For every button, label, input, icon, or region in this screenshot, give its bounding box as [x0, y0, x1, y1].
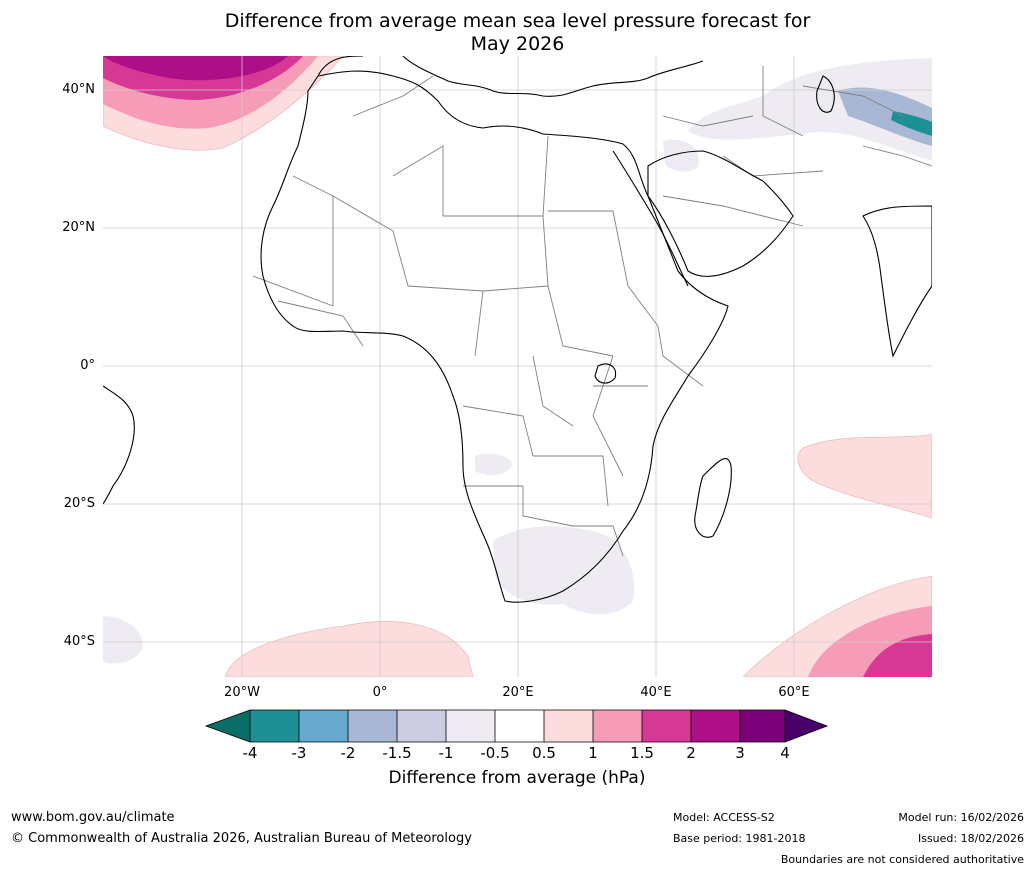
anomaly-lavender-sw: [103, 616, 143, 664]
title-line-1: Difference from average mean sea level p…: [224, 10, 811, 32]
lon-label-40e: 40°E: [640, 685, 672, 700]
colorbar-tick: 0.5: [532, 744, 556, 762]
south-america-coast: [103, 385, 135, 505]
colorbar-segment: [446, 710, 495, 742]
colorbar-tick: 3: [735, 744, 745, 762]
colorbar-max-arrow: [785, 710, 827, 742]
anomaly-middle-east: [663, 58, 932, 172]
coastlines: [103, 56, 932, 603]
colorbar-segment: [495, 710, 544, 742]
colorbar-tick: -1.5: [382, 744, 412, 762]
colorbar-tick: -1: [438, 744, 454, 762]
anomaly-lavender-small: [475, 453, 513, 476]
anomaly-southern-africa: [103, 453, 635, 664]
colorbar-label: Difference from average (hPa): [388, 768, 646, 788]
colorbar-tick: -0.5: [480, 744, 510, 762]
anomaly-south-indian-ocean: [742, 433, 932, 677]
arabia-coast: [647, 150, 794, 277]
footer-base-period: Base period: 1981-2018: [673, 832, 806, 845]
colorbar-segment: [250, 710, 299, 742]
anomaly-pink-light: [797, 433, 932, 519]
red-sea-coast: [612, 150, 689, 287]
anomaly-blue-grey: [838, 87, 932, 146]
lon-label-60e: 60°E: [778, 685, 810, 700]
india-coast: [862, 205, 932, 358]
lat-label-20s: 20°S: [63, 496, 95, 511]
footer-copyright: © Commonwealth of Australia 2026, Austra…: [11, 831, 472, 846]
footer-url: www.bom.gov.au/climate: [11, 810, 175, 825]
colorbar-tick: 4: [780, 744, 790, 762]
caspian-coast: [816, 75, 835, 113]
country-borders: [252, 66, 932, 557]
europe-coast: [317, 56, 704, 97]
lon-label-20w: 20°W: [224, 685, 260, 700]
anomaly-lavender: [493, 526, 635, 615]
chart-title: Difference from average mean sea level p…: [103, 10, 932, 56]
colorbar-tick: -3: [291, 744, 307, 762]
lon-label-20e: 20°E: [502, 685, 534, 700]
madagascar-coast: [694, 458, 732, 538]
colorbar-segment: [593, 710, 642, 742]
anomaly-lavender: [688, 58, 932, 161]
colorbar-segment: [691, 710, 740, 742]
colorbar-tick: 1: [588, 744, 598, 762]
colorbar-tick: -4: [242, 744, 258, 762]
colorbar-segment: [642, 710, 691, 742]
anomaly-lavender-small: [663, 139, 699, 172]
anomaly-south-atlantic-pink: [224, 621, 474, 677]
footer-boundaries: Boundaries are not considered authoritat…: [780, 853, 1024, 866]
colorbar-min-arrow: [205, 710, 250, 742]
colorbar-segment: [299, 710, 348, 742]
graticule: [103, 56, 932, 677]
colorbar-tick: 1.5: [630, 744, 654, 762]
colorbar-segment: [397, 710, 446, 742]
lake-victoria: [594, 363, 617, 384]
anomaly-northwest-atlantic: [103, 56, 344, 151]
lat-label-equator: 0°: [80, 358, 95, 373]
colorbar-dividers: [249, 710, 786, 742]
colorbar-tick: -2: [340, 744, 356, 762]
colorbar-segment: [544, 710, 593, 742]
colorbar-segment: [740, 710, 785, 742]
lon-label-0: 0°: [372, 685, 388, 700]
africa-coast: [260, 70, 729, 603]
lat-label-40n: 40°N: [62, 82, 95, 97]
colorbar: [205, 709, 829, 743]
anomaly-magenta: [863, 634, 932, 677]
colorbar-tick: 2: [686, 744, 696, 762]
lat-label-20n: 20°N: [62, 220, 95, 235]
footer-model: Model: ACCESS-S2: [673, 811, 775, 824]
anomaly-teal: [891, 111, 932, 136]
pressure-anomaly-map: [103, 56, 932, 677]
colorbar-segment: [348, 710, 397, 742]
title-line-2: May 2026: [470, 33, 565, 55]
lat-label-40s: 40°S: [63, 634, 95, 649]
footer-model-run: Model run: 16/02/2026: [898, 811, 1024, 824]
footer-issued: Issued: 18/02/2026: [917, 832, 1024, 845]
